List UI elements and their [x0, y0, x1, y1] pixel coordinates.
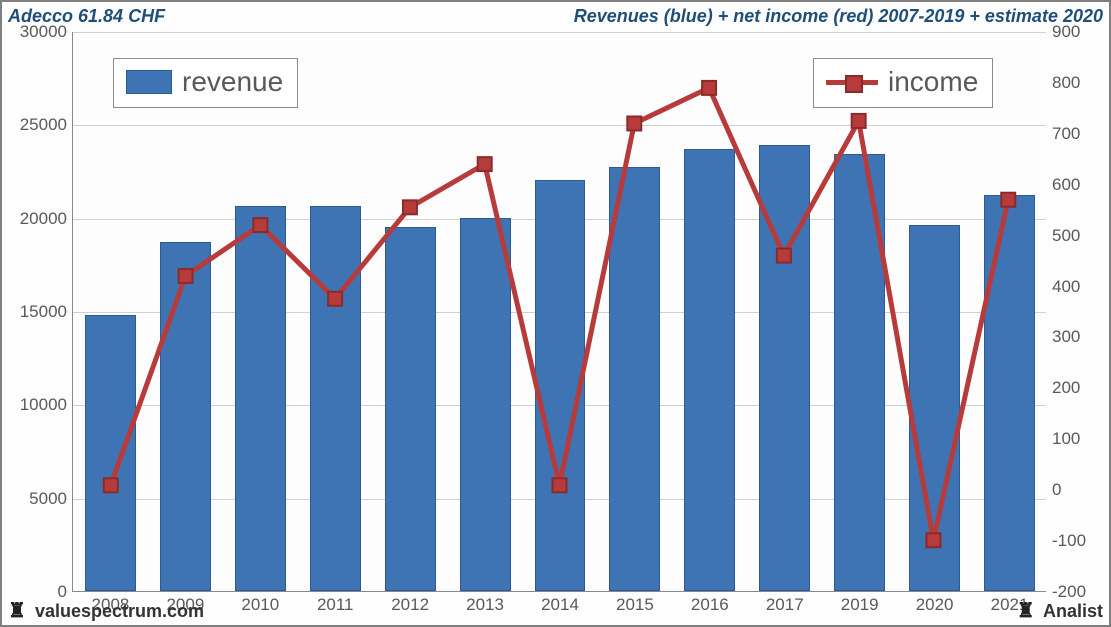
income-marker	[1001, 193, 1015, 207]
y-right-tick: 800	[1052, 73, 1080, 93]
plot-area: 050001000015000200002500030000-200-10001…	[72, 32, 1046, 592]
y-right-tick: 0	[1052, 480, 1061, 500]
y-right-tick: 200	[1052, 378, 1080, 398]
legend-income: income	[813, 58, 993, 108]
y-right-tick: 500	[1052, 226, 1080, 246]
title-row: Adecco 61.84 CHF Revenues (blue) + net i…	[8, 4, 1103, 28]
y-right-tick: 900	[1052, 22, 1080, 42]
y-right-tick: 300	[1052, 327, 1080, 347]
y-left-tick: 20000	[20, 209, 67, 229]
income-marker	[777, 249, 791, 263]
rook-icon: ♜	[8, 600, 26, 622]
chart-frame: Adecco 61.84 CHF Revenues (blue) + net i…	[0, 0, 1111, 627]
footer-right-text: Analist	[1043, 601, 1103, 621]
y-right-tick: 700	[1052, 124, 1080, 144]
income-marker	[179, 269, 193, 283]
y-right-tick: -100	[1052, 531, 1086, 551]
footer-left: ♜ valuespectrum.com	[8, 598, 204, 623]
y-right-tick: 600	[1052, 175, 1080, 195]
income-marker	[627, 116, 641, 130]
income-marker	[926, 533, 940, 547]
rook-icon: ♜	[1017, 600, 1035, 622]
y-left-tick: 25000	[20, 115, 67, 135]
income-marker	[253, 218, 267, 232]
title-right: Revenues (blue) + net income (red) 2007-…	[574, 6, 1103, 27]
footer-left-text: valuespectrum.com	[35, 601, 204, 621]
income-marker	[852, 114, 866, 128]
income-line	[111, 88, 1008, 540]
legend-revenue-label: revenue	[182, 66, 283, 98]
legend-revenue-swatch	[126, 70, 172, 94]
y-right-tick: 400	[1052, 277, 1080, 297]
y-left-tick: 15000	[20, 302, 67, 322]
legend-income-swatch	[826, 69, 878, 95]
income-line-layer	[73, 32, 1046, 591]
income-marker	[403, 200, 417, 214]
legend-revenue: revenue	[113, 58, 298, 108]
income-marker	[104, 478, 118, 492]
y-left-tick: 30000	[20, 22, 67, 42]
income-marker	[702, 81, 716, 95]
income-marker	[553, 478, 567, 492]
y-right-tick: 100	[1052, 429, 1080, 449]
y-left-tick: 5000	[29, 489, 67, 509]
income-marker	[478, 157, 492, 171]
income-marker	[328, 292, 342, 306]
y-left-tick: 10000	[20, 395, 67, 415]
footer-right: ♜ Analist	[1017, 598, 1103, 623]
footer: ♜ valuespectrum.com ♜ Analist	[8, 597, 1103, 623]
legend-income-label: income	[888, 66, 978, 98]
